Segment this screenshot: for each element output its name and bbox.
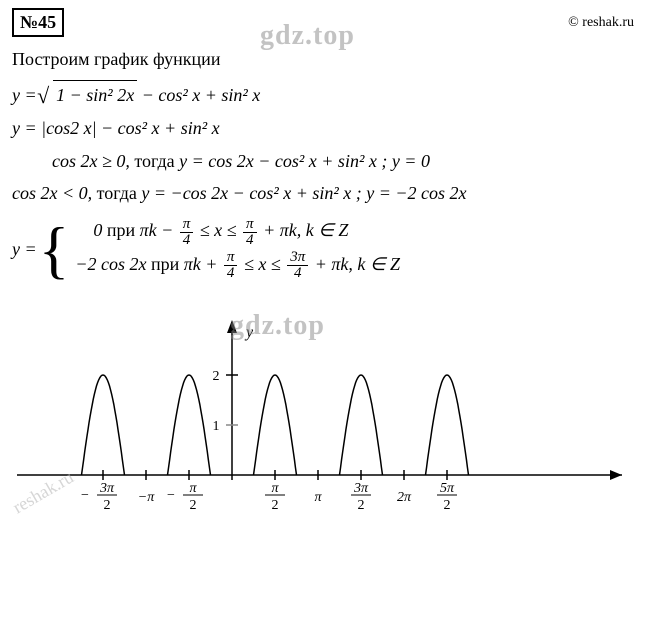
equation-1: y = 1 − sin² 2x − cos² x + sin² x: [12, 80, 634, 110]
svg-text:−: −: [81, 488, 89, 503]
equation-2: y = |cos2 x| − cos² x + sin² x: [12, 114, 634, 143]
case-1: cos 2x ≥ 0, тогда y = cos 2x − cos² x + …: [12, 147, 634, 176]
piecewise-row-2: −2 cos 2x при πk + π4 ≤ x ≤ 3π4 + πk, k …: [75, 250, 400, 281]
watermark-top: gdz.top: [260, 20, 355, 52]
svg-text:2: 2: [190, 498, 197, 513]
svg-text:3π: 3π: [99, 481, 115, 496]
case-2: cos 2x < 0, тогда y = −cos 2x − cos² x +…: [12, 179, 634, 208]
source-label: © reshak.ru: [568, 15, 634, 31]
piecewise-row-1: 0 при πk − π4 ≤ x ≤ π4 + πk, k ∈ Z: [75, 216, 400, 247]
svg-text:π: π: [271, 481, 279, 496]
svg-text:2: 2: [213, 369, 220, 384]
intro-text: Построим график функции: [12, 49, 634, 70]
piecewise-definition: y = { 0 при πk − π4 ≤ x ≤ π4 + πk, k ∈ Z…: [12, 216, 634, 283]
math-block: y = 1 − sin² 2x − cos² x + sin² x y = |c…: [12, 80, 634, 208]
svg-text:π: π: [314, 490, 322, 505]
svg-text:2: 2: [358, 498, 365, 513]
svg-text:3π: 3π: [353, 481, 369, 496]
piecewise-lead: y =: [12, 235, 37, 264]
svg-text:2: 2: [104, 498, 111, 513]
svg-text:−π: −π: [138, 490, 155, 505]
svg-text:5π: 5π: [440, 481, 455, 496]
svg-text:1: 1: [213, 419, 220, 434]
brace-icon: {: [39, 226, 70, 274]
svg-text:2π: 2π: [397, 490, 412, 505]
svg-text:−: −: [167, 488, 175, 503]
svg-text:π: π: [189, 481, 197, 496]
svg-text:2: 2: [444, 498, 451, 513]
svg-text:2: 2: [272, 498, 279, 513]
problem-number: №45: [12, 8, 64, 37]
watermark-middle: gdz.top: [230, 310, 325, 342]
